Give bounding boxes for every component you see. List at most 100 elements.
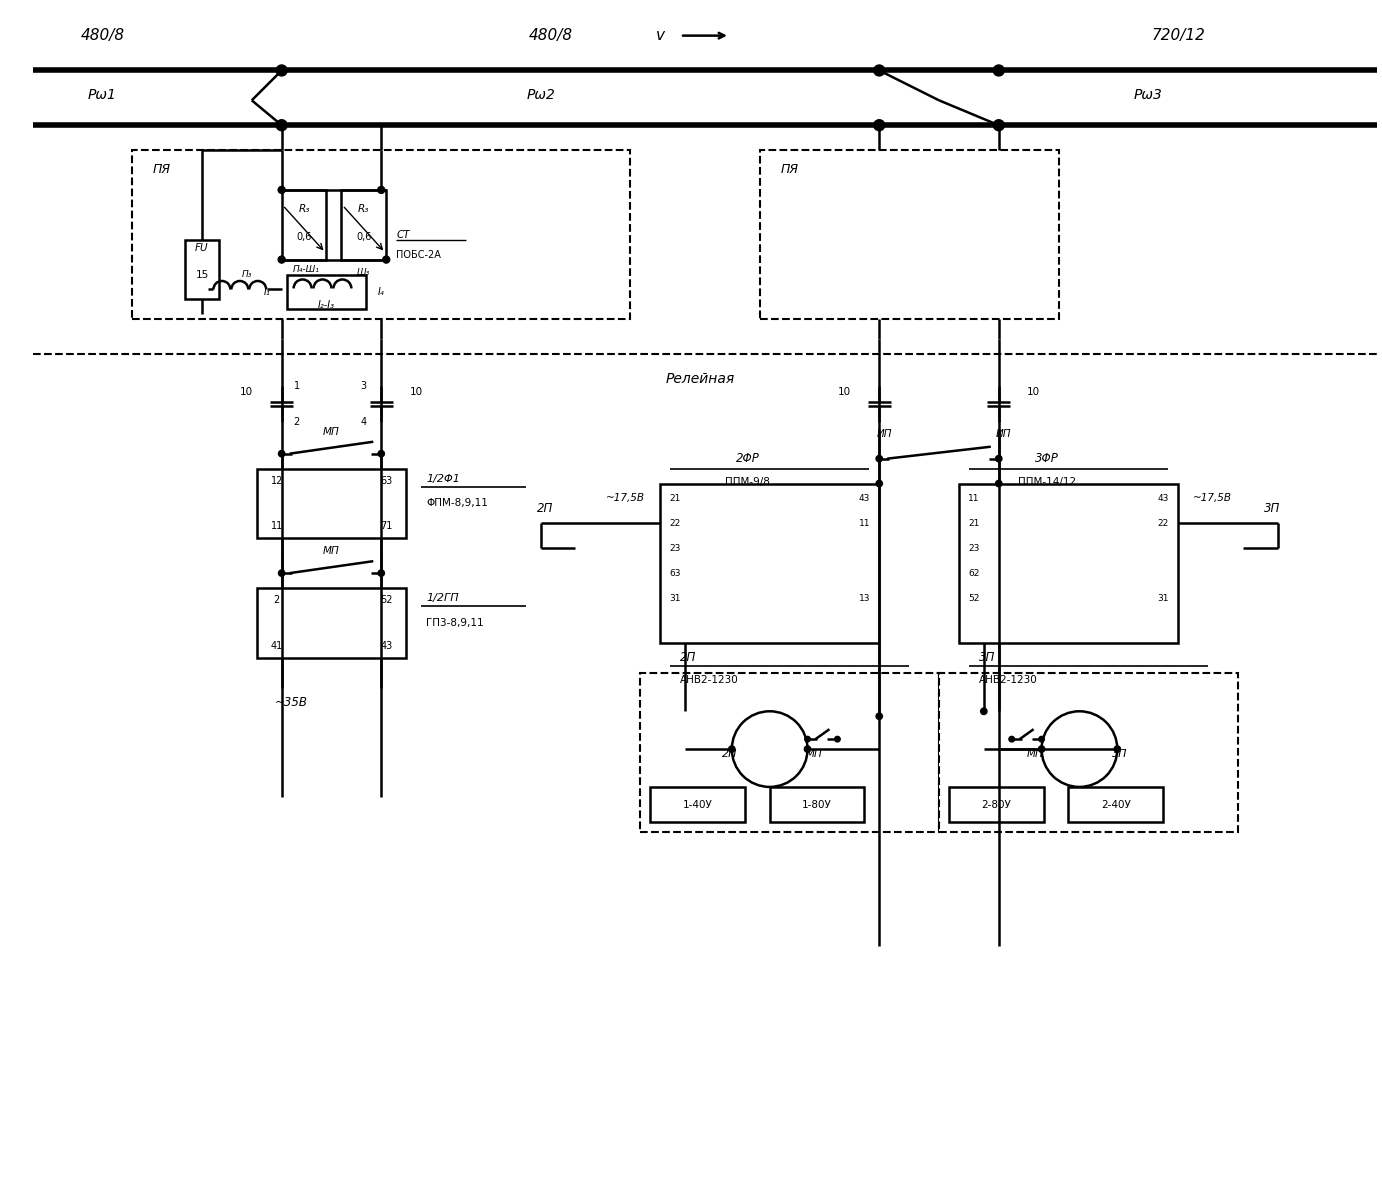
Text: I₁: I₁ [264, 288, 269, 297]
Text: 10: 10 [240, 387, 253, 397]
Circle shape [1042, 712, 1117, 787]
Text: 1: 1 [293, 381, 300, 391]
Bar [257, 588, 406, 658]
Text: 10: 10 [837, 387, 851, 397]
Text: 22: 22 [669, 519, 681, 528]
Text: 1/2Φ1: 1/2Φ1 [426, 473, 460, 484]
Text: 3П: 3П [1111, 749, 1128, 760]
Circle shape [981, 708, 987, 714]
Text: FU: FU [195, 243, 209, 253]
Text: 2-40У: 2-40У [1101, 799, 1130, 810]
Text: 2-80У: 2-80У [981, 799, 1012, 810]
Text: ~17,5В: ~17,5В [1193, 494, 1231, 503]
Text: ППМ-9/8: ППМ-9/8 [726, 477, 770, 486]
Text: ППМ-14/12: ППМ-14/12 [1017, 477, 1075, 486]
Bar [1068, 787, 1164, 822]
Text: ПОБС-2А: ПОБС-2А [397, 249, 441, 260]
Text: 10: 10 [409, 387, 423, 397]
Text: ИП: ИП [996, 429, 1012, 438]
Text: 2П: 2П [721, 749, 738, 760]
Text: АНВ2-1230: АНВ2-1230 [680, 674, 739, 684]
Text: 63: 63 [669, 569, 681, 577]
Bar [760, 150, 1059, 320]
Bar [341, 190, 386, 260]
Text: 43: 43 [380, 641, 392, 651]
Text: 12: 12 [271, 476, 283, 485]
Text: 43: 43 [1157, 494, 1169, 503]
Circle shape [995, 480, 1002, 486]
Circle shape [377, 187, 384, 193]
Circle shape [994, 65, 1005, 75]
Bar [661, 484, 879, 643]
Bar [185, 240, 220, 300]
Circle shape [278, 187, 285, 193]
Bar [949, 787, 1043, 822]
Text: 31: 31 [669, 593, 681, 603]
Text: 23: 23 [669, 544, 681, 552]
Bar [286, 274, 366, 309]
Text: 3ΦР: 3ΦР [1035, 452, 1059, 465]
Text: 21: 21 [669, 494, 681, 503]
Text: 0,6: 0,6 [357, 231, 372, 242]
Text: 2: 2 [274, 595, 279, 605]
Text: ~35В: ~35В [275, 696, 308, 709]
Text: 52: 52 [969, 593, 980, 603]
Text: R₃: R₃ [299, 204, 310, 213]
Circle shape [873, 120, 884, 131]
Circle shape [278, 570, 285, 576]
Circle shape [728, 746, 735, 752]
Text: v: v [655, 28, 665, 43]
Circle shape [1039, 737, 1045, 742]
Text: 2П: 2П [680, 652, 697, 664]
Text: Релейная: Релейная [665, 373, 735, 386]
Text: 13: 13 [858, 593, 871, 603]
Circle shape [876, 455, 883, 462]
Circle shape [876, 480, 883, 486]
Circle shape [804, 737, 810, 742]
Text: 22: 22 [1158, 519, 1169, 528]
Text: R₃: R₃ [358, 204, 369, 213]
Bar [770, 787, 864, 822]
Circle shape [835, 737, 840, 742]
Text: МП: МП [323, 546, 340, 556]
Text: Рѡ3: Рѡ3 [1133, 89, 1162, 102]
Text: I₄: I₄ [377, 288, 384, 297]
Text: 10: 10 [1027, 387, 1041, 397]
Circle shape [873, 65, 884, 75]
Text: ИП: ИП [876, 429, 891, 438]
Text: 2: 2 [293, 417, 300, 426]
Text: 21: 21 [969, 519, 980, 528]
Text: 0,6: 0,6 [296, 231, 312, 242]
Circle shape [732, 712, 807, 787]
Text: 41: 41 [271, 641, 283, 651]
Text: I₂-I₃: I₂-I₃ [318, 301, 334, 310]
Circle shape [994, 120, 1005, 131]
Circle shape [379, 570, 384, 576]
Text: 23: 23 [969, 544, 980, 552]
Text: 43: 43 [858, 494, 871, 503]
Text: П₃: П₃ [242, 270, 252, 279]
Circle shape [276, 120, 287, 131]
Bar [282, 190, 326, 260]
Text: 15: 15 [195, 270, 209, 279]
Bar [650, 787, 745, 822]
Text: 11: 11 [969, 494, 980, 503]
Text: СТ: СТ [397, 230, 410, 240]
Bar [938, 672, 1238, 831]
Circle shape [1009, 737, 1014, 742]
Text: АНВ2-1230: АНВ2-1230 [978, 674, 1038, 684]
Bar [133, 150, 630, 320]
Text: 720/12: 720/12 [1151, 28, 1205, 43]
Text: 4: 4 [361, 417, 366, 426]
Text: 480/8: 480/8 [528, 28, 572, 43]
Text: ГП3-8,9,11: ГП3-8,9,11 [426, 618, 484, 628]
Text: МП: МП [806, 749, 822, 760]
Text: МП: МП [323, 426, 340, 437]
Text: Ш₃: Ш₃ [357, 268, 370, 277]
Text: 52: 52 [380, 595, 392, 605]
Text: 3: 3 [361, 381, 366, 391]
Text: ПЯ: ПЯ [153, 163, 171, 176]
Text: 11: 11 [271, 521, 283, 532]
Text: 71: 71 [380, 521, 392, 532]
Text: 31: 31 [1157, 593, 1169, 603]
